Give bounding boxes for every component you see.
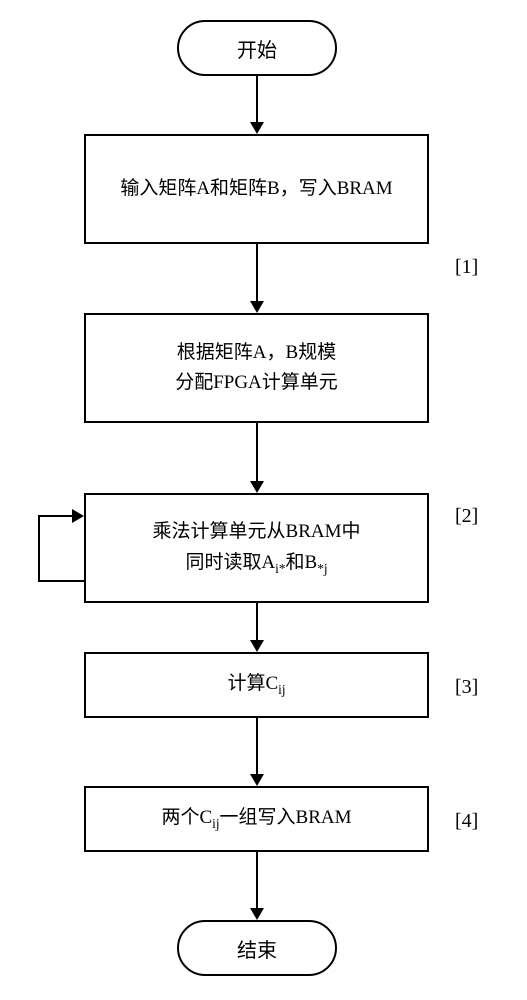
start-label: 开始 [237,34,277,63]
arrowhead-6 [250,908,264,920]
step5-text: 两个Cij一组写入BRAM [161,803,351,834]
edge-step2-step3 [256,423,258,481]
arrowhead-4 [250,640,264,652]
step2-line1: 根据矩阵A，B规模 [177,338,336,368]
flowchart-container: 开始 输入矩阵A和矩阵B，写入BRAM [1] 根据矩阵A，B规模 分配FPGA… [0,0,527,1000]
ref-label-1: [1] [455,256,478,279]
step2-line2: 分配FPGA计算单元 [175,368,338,398]
ref-label-3: [3] [455,676,478,699]
loop-arrowhead [72,509,84,523]
arrowhead-2 [250,301,264,313]
process-step2: 根据矩阵A，B规模 分配FPGA计算单元 [84,313,429,423]
edge-step3-step4 [256,603,258,640]
end-label: 结束 [237,934,277,963]
ref-label-4: [4] [455,810,478,833]
process-step1: 输入矩阵A和矩阵B，写入BRAM [84,134,429,244]
step3-line2: 同时读取Ai*和B*j [185,548,327,579]
process-step4: 计算Cij [84,652,429,718]
step1-text: 输入矩阵A和矩阵B，写入BRAM [120,174,392,204]
process-step5: 两个Cij一组写入BRAM [84,786,429,852]
loop-out-h [38,580,84,582]
arrowhead-1 [250,122,264,134]
arrowhead-5 [250,774,264,786]
ref-label-2: [2] [455,505,478,528]
edge-step5-end [256,852,258,908]
edge-step4-step5 [256,718,258,774]
step4-text: 计算Cij [227,669,285,700]
edge-start-step1 [256,76,258,122]
terminal-end: 结束 [177,920,337,976]
loop-in-h [38,515,72,517]
arrowhead-3 [250,481,264,493]
edge-step1-step2 [256,244,258,301]
terminal-start: 开始 [177,20,337,76]
loop-v [38,515,40,582]
step3-line1: 乘法计算单元从BRAM中 [153,517,361,547]
process-step3: 乘法计算单元从BRAM中 同时读取Ai*和B*j [84,493,429,603]
